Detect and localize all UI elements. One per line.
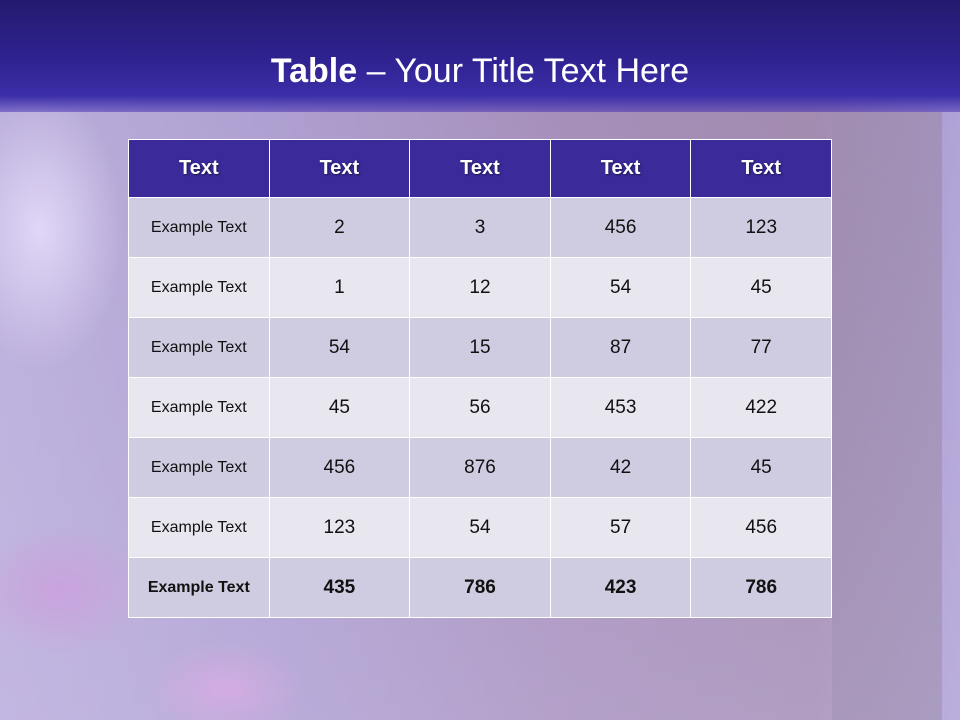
table-row: Example Text 456 876 42 45	[128, 437, 832, 498]
table-cell: 435	[268, 557, 411, 618]
slide-title: Table – Your Title Text Here	[0, 52, 960, 91]
column-header: Text	[549, 139, 692, 198]
row-label: Example Text	[128, 197, 270, 258]
table-cell: 45	[690, 437, 832, 498]
table-cell: 453	[549, 377, 692, 438]
table-cell: 456	[690, 497, 832, 558]
table-cell: 87	[549, 317, 692, 378]
table-cell: 456	[549, 197, 692, 258]
table-cell: 456	[268, 437, 411, 498]
table-row: Example Text 45 56 453 422	[128, 377, 832, 438]
column-header: Text	[128, 139, 270, 198]
table-cell: 3	[409, 197, 551, 258]
title-rest: – Your Title Text Here	[357, 52, 690, 90]
column-header: Text	[409, 139, 551, 198]
table-row: Example Text 123 54 57 456	[128, 497, 832, 558]
title-band	[0, 0, 960, 112]
table-cell: 57	[549, 497, 692, 558]
table-cell: 423	[549, 557, 692, 618]
table-cell: 77	[690, 317, 832, 378]
row-label: Example Text	[128, 557, 270, 618]
table-cell: 876	[409, 437, 551, 498]
data-table: Text Text Text Text Text Example Text 2 3 456 12…	[128, 139, 832, 618]
row-label: Example Text	[128, 257, 270, 318]
table-cell: 54	[549, 257, 692, 318]
table-row: Example Text 2 3 456 123	[128, 197, 832, 258]
background-castle-tower	[832, 112, 942, 720]
column-header: Text	[690, 139, 832, 198]
table-cell: 45	[690, 257, 832, 318]
table-cell: 54	[409, 497, 551, 558]
table-row: Example Text 435 786 423 786	[128, 557, 832, 618]
row-label: Example Text	[128, 317, 270, 378]
header-row: Text Text Text Text Text	[128, 139, 832, 198]
table-cell: 45	[268, 377, 411, 438]
table-row: Example Text 54 15 87 77	[128, 317, 832, 378]
title-bold: Table	[270, 52, 358, 90]
table-cell: 56	[409, 377, 551, 438]
column-header: Text	[268, 139, 411, 198]
table-cell: 2	[268, 197, 411, 258]
row-label: Example Text	[128, 497, 270, 558]
table-cell: 15	[409, 317, 551, 378]
table-cell: 1	[268, 257, 411, 318]
table-cell: 786	[690, 557, 832, 618]
table-cell: 123	[268, 497, 411, 558]
table-cell: 786	[409, 557, 551, 618]
row-label: Example Text	[128, 437, 270, 498]
table-cell: 123	[690, 197, 832, 258]
table-cell: 422	[690, 377, 832, 438]
table-cell: 54	[268, 317, 411, 378]
table-row: Example Text 1 12 54 45	[128, 257, 832, 318]
table-cell: 42	[549, 437, 692, 498]
row-label: Example Text	[128, 377, 270, 438]
table-cell: 12	[409, 257, 551, 318]
